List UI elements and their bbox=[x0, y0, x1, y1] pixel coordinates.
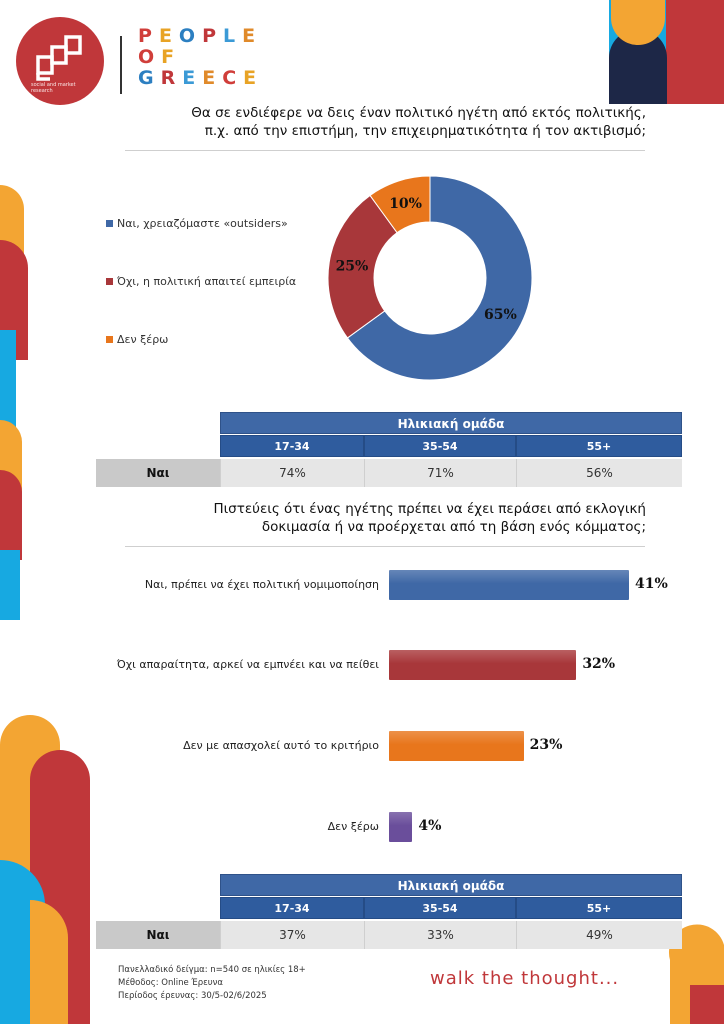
question-2-line-2: δοκιμασία ή να προέρχεται από τη βάση εν… bbox=[261, 519, 646, 535]
bar bbox=[389, 650, 577, 680]
question-1-line-2: π.χ. από την επιστήμη, την επιχειρηματικ… bbox=[204, 123, 646, 139]
bar-category-label: Όχι απαραίτητα, αρκεί να εμπνέει και να … bbox=[116, 658, 379, 671]
logo-mark-icon bbox=[36, 35, 82, 81]
bar-value-label: 23% bbox=[529, 737, 563, 753]
bar-category-label: Ναι, πρέπει να έχει πολιτική νομιμοποίησ… bbox=[144, 578, 379, 591]
footer-notes: Πανελλαδικό δείγμα: n=540 σε ηλικίες 18+… bbox=[118, 964, 306, 1003]
legend-swatch bbox=[106, 336, 113, 343]
table-1-col: 55+ bbox=[516, 435, 682, 457]
table-2-col: 35-54 bbox=[364, 897, 516, 919]
table-1-col: 35-54 bbox=[364, 435, 516, 457]
brand-line: GREECE bbox=[138, 67, 264, 89]
footer-method: Μέθοδος: Online Έρευνα bbox=[118, 978, 224, 988]
legend-label: Δεν ξέρω bbox=[117, 333, 169, 346]
bar-category-label: Δεν ξέρω bbox=[327, 820, 379, 833]
question-2-line-1: Πιστεύεις ότι ένας ηγέτης πρέπει να έχει… bbox=[213, 501, 646, 517]
table-2-cell: 37% bbox=[220, 921, 364, 949]
table-2-col: 17-34 bbox=[220, 897, 364, 919]
bar-value-label: 41% bbox=[635, 576, 668, 592]
question-1-line-1: Θα σε ενδιέφερε να δεις έναν πολιτικό ηγ… bbox=[191, 105, 646, 121]
footer-period: Περίοδος έρευνας: 30/5-02/6/2025 bbox=[118, 991, 267, 1001]
donut-chart: 65% 25% 10% bbox=[327, 175, 533, 381]
logo-divider bbox=[120, 36, 122, 94]
table-2-cell: 49% bbox=[516, 921, 682, 949]
brand-line: PEOPLE bbox=[138, 25, 263, 47]
bar bbox=[389, 570, 629, 600]
legend-item-dontknow: Δεν ξέρω bbox=[106, 333, 168, 346]
table-1-cell: 74% bbox=[220, 459, 364, 487]
donut-slice bbox=[369, 175, 431, 234]
bar bbox=[389, 812, 413, 842]
table-2-row-label: Ναι bbox=[96, 921, 220, 949]
bar-category-label: Δεν με απασχολεί αυτό το κριτήριο bbox=[183, 739, 379, 752]
footer-sample: Πανελλαδικό δείγμα: n=540 σε ηλικίες 18+ bbox=[118, 965, 306, 975]
table-2-col: 55+ bbox=[516, 897, 682, 919]
table-1-col: 17-34 bbox=[220, 435, 364, 457]
bar-value-label: 4% bbox=[418, 818, 442, 834]
slogan: walk the thought... bbox=[430, 968, 620, 989]
logo bbox=[16, 17, 104, 105]
legend-swatch bbox=[106, 220, 113, 227]
donut-data-label: 25% bbox=[336, 259, 369, 275]
legend-label: Όχι, η πολιτική απαιτεί εμπειρία bbox=[117, 275, 297, 288]
donut-slice bbox=[327, 194, 398, 339]
table-1-header: Ηλικιακή ομάδα bbox=[220, 412, 682, 434]
logo-caption: social and market research bbox=[31, 82, 76, 94]
donut-slice bbox=[346, 175, 533, 381]
table-1-cell: 71% bbox=[364, 459, 516, 487]
brand-line: OF bbox=[138, 46, 182, 68]
table-2-header: Ηλικιακή ομάδα bbox=[220, 874, 682, 896]
legend-item-no: Όχι, η πολιτική απαιτεί εμπειρία bbox=[106, 275, 296, 288]
legend-swatch bbox=[106, 278, 113, 285]
donut-data-label: 65% bbox=[484, 307, 517, 323]
donut-data-label: 10% bbox=[389, 196, 422, 212]
legend-item-yes: Ναι, χρειαζόμαστε «outsiders» bbox=[106, 217, 288, 230]
divider bbox=[125, 150, 645, 151]
legend-label: Ναι, χρειαζόμαστε «outsiders» bbox=[117, 217, 288, 230]
bar bbox=[389, 731, 524, 761]
table-2-cell: 33% bbox=[364, 921, 516, 949]
table-1-row-label: Ναι bbox=[96, 459, 220, 487]
brand-name: PEOPLE OF GREECE bbox=[138, 26, 263, 89]
table-1-cell: 56% bbox=[516, 459, 682, 487]
bar-value-label: 32% bbox=[582, 656, 616, 672]
divider bbox=[125, 546, 645, 547]
question-1-title: Θα σε ενδιέφερε να δεις έναν πολιτικό ηγ… bbox=[191, 104, 646, 140]
question-2-title: Πιστεύεις ότι ένας ηγέτης πρέπει να έχει… bbox=[213, 500, 646, 536]
